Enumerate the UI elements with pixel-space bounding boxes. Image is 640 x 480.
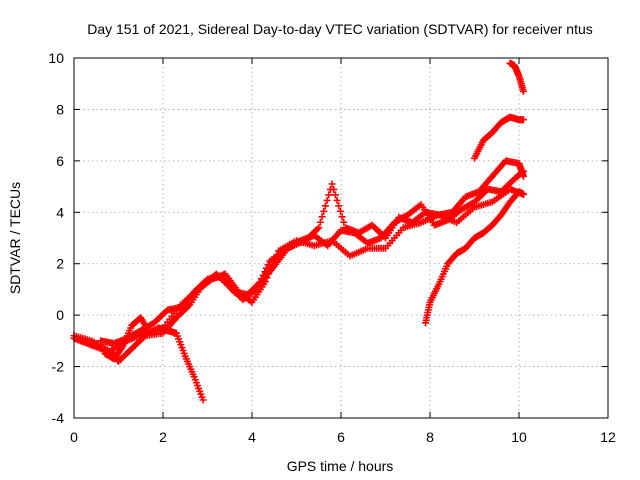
data-point-marker xyxy=(519,190,527,198)
series-track-e xyxy=(422,188,527,327)
data-point-marker xyxy=(325,191,333,199)
data-point-marker xyxy=(315,224,323,232)
data-point-marker xyxy=(328,180,336,188)
x-tick-label: 12 xyxy=(600,429,616,445)
series-track-f xyxy=(471,113,527,162)
data-point-marker xyxy=(338,213,346,221)
data-point-marker xyxy=(519,116,527,124)
x-tick-label: 2 xyxy=(159,429,167,445)
y-tick-label: 4 xyxy=(56,204,64,220)
x-tick-label: 0 xyxy=(70,429,78,445)
x-tick-label: 8 xyxy=(426,429,434,445)
data-point-marker xyxy=(333,196,341,204)
data-point-marker xyxy=(321,202,329,210)
x-axis-ticks: 0 2 4 6 8 10 12 xyxy=(70,58,616,445)
data-point-marker xyxy=(340,218,348,226)
x-tick-label: 10 xyxy=(511,429,527,445)
y-axis-ticks: -4 -2 0 2 4 6 8 10 xyxy=(48,50,608,426)
data-point-marker xyxy=(320,207,328,215)
data-point-marker xyxy=(264,261,272,269)
y-tick-label: 2 xyxy=(56,256,64,272)
data-point-marker xyxy=(518,168,526,176)
data-point-marker xyxy=(323,196,331,204)
data-point-marker xyxy=(519,167,527,175)
data-point-marker xyxy=(335,202,343,210)
series-track-g xyxy=(506,59,527,95)
y-tick-label: -4 xyxy=(52,410,65,426)
y-tick-label: 6 xyxy=(56,153,64,169)
data-point-marker xyxy=(262,264,270,272)
grid xyxy=(74,58,608,418)
y-tick-label: 10 xyxy=(48,50,64,66)
x-tick-label: 4 xyxy=(248,429,256,445)
y-axis-label: SDTVAR / TECUs xyxy=(7,182,23,294)
chart-title: Day 151 of 2021, Sidereal Day-to-day VTE… xyxy=(87,21,593,37)
data-point-marker xyxy=(318,213,326,221)
data-point-marker xyxy=(199,396,207,404)
data-point-marker xyxy=(331,191,339,199)
series-track-d xyxy=(101,314,207,404)
y-tick-label: -2 xyxy=(52,359,65,375)
x-axis-label: GPS time / hours xyxy=(287,458,394,474)
data-point-marker xyxy=(316,218,324,226)
data-point-marker xyxy=(336,207,344,215)
y-tick-label: 0 xyxy=(56,307,64,323)
x-tick-label: 6 xyxy=(337,429,345,445)
data-point-marker xyxy=(330,185,338,193)
series-track-c xyxy=(97,167,527,347)
data-points xyxy=(70,59,527,404)
y-tick-label: 8 xyxy=(56,101,64,117)
data-point-marker xyxy=(519,87,527,95)
plot-frame xyxy=(73,57,609,419)
